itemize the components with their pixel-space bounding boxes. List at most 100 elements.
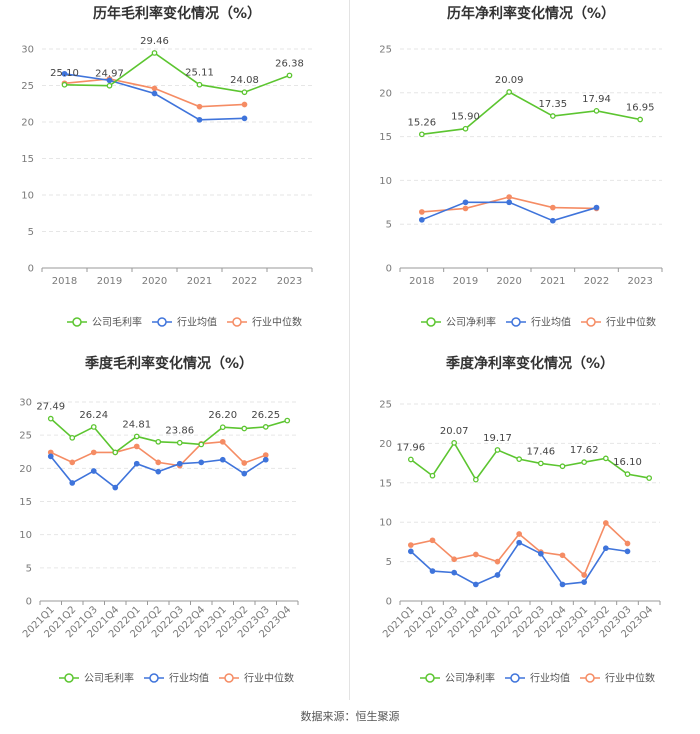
quarterly-gross-margin-chart: 季度毛利率变化情况（%）0510152025302021Q12021Q22021… bbox=[19, 355, 299, 685]
annual-gross-margin-chart: 历年毛利率变化情况（%） 0 5 10 15 20 25 30 2018 2019 2020 2021… bbox=[21, 5, 313, 329]
x-tick-label: 2023 bbox=[627, 276, 652, 287]
legend-marker-industry_median bbox=[232, 317, 242, 327]
data-point-company bbox=[418, 131, 425, 138]
data-label: 27.49 bbox=[36, 402, 65, 413]
y-tick-label: 10 bbox=[379, 518, 392, 529]
series-line-company bbox=[64, 51, 290, 94]
y-tick-label: 10 bbox=[19, 530, 32, 541]
data-source-note: 数据来源：恒生聚源 bbox=[300, 710, 400, 723]
data-point-company bbox=[284, 417, 291, 424]
legend-label-industry_avg: 行业均值 bbox=[169, 672, 209, 685]
series-line-company bbox=[410, 441, 650, 482]
data-label: 26.38 bbox=[275, 58, 304, 69]
data-point-company bbox=[69, 434, 76, 441]
legend-marker-industry_avg bbox=[157, 317, 167, 327]
data-point-company bbox=[47, 415, 54, 422]
data-point-company bbox=[602, 455, 609, 462]
chart-title: 历年毛利率变化情况（%） bbox=[93, 5, 261, 22]
y-tick-label: 10 bbox=[21, 191, 34, 202]
data-label: 25.10 bbox=[50, 68, 79, 79]
data-point-industry_median bbox=[418, 209, 425, 215]
legend-marker-industry_avg bbox=[149, 673, 159, 683]
data-point-company bbox=[516, 456, 523, 463]
data-label: 17.94 bbox=[582, 94, 611, 105]
data-label: 15.90 bbox=[451, 112, 480, 123]
data-point-industry_avg bbox=[624, 548, 631, 555]
data-point-company bbox=[90, 424, 97, 430]
legend-label-industry_median: 行业中位数 bbox=[244, 672, 294, 685]
data-point-industry_avg bbox=[112, 484, 119, 491]
y-tick-label: 25 bbox=[379, 45, 392, 56]
data-label: 19.17 bbox=[483, 433, 512, 444]
data-point-industry_median bbox=[624, 540, 631, 547]
data-point-company bbox=[219, 424, 226, 431]
data-point-industry_avg bbox=[196, 116, 203, 123]
legend-label-industry_median: 行业中位数 bbox=[606, 316, 656, 329]
data-point-company bbox=[61, 81, 68, 88]
y-tick-label: 15 bbox=[19, 497, 32, 508]
data-point-company bbox=[472, 476, 479, 483]
data-point-industry_median bbox=[494, 558, 501, 565]
data-point-industry_avg bbox=[537, 550, 544, 557]
data-point-company bbox=[494, 447, 501, 453]
data-point-company bbox=[407, 456, 414, 463]
data-point-industry_median bbox=[155, 459, 162, 466]
data-point-industry_avg bbox=[198, 459, 205, 466]
y-tick-label: 15 bbox=[379, 132, 392, 143]
data-point-company bbox=[549, 113, 556, 119]
y-tick-label: 15 bbox=[379, 478, 392, 489]
chart-panel-quarterly-gross-margin: 季度毛利率变化情况（%） 0 5 10 15 20 25 30 2021Q1 2021Q2 2021… bbox=[0, 350, 350, 695]
quarterly-net-margin-chart: 季度净利率变化情况（%）05101520252021Q12021Q22021Q3… bbox=[379, 355, 661, 685]
data-label: 24.97 bbox=[95, 69, 124, 80]
data-point-industry_median bbox=[549, 204, 556, 211]
y-tick-label: 5 bbox=[386, 557, 392, 568]
data-point-company bbox=[262, 424, 269, 430]
series-line-company bbox=[421, 91, 641, 136]
data-point-company bbox=[537, 460, 544, 467]
y-tick-label: 5 bbox=[28, 227, 34, 238]
data-point-industry_median bbox=[90, 449, 97, 456]
data-point-company bbox=[506, 89, 513, 95]
data-point-company bbox=[559, 463, 566, 470]
data-point-industry_avg bbox=[219, 456, 226, 463]
y-tick-label: 20 bbox=[21, 118, 34, 129]
x-tick-label: 2020 bbox=[496, 276, 521, 287]
data-label: 26.25 bbox=[251, 410, 280, 421]
data-point-industry_avg bbox=[506, 199, 513, 206]
data-point-industry_avg bbox=[418, 216, 425, 223]
panel-divider bbox=[349, 0, 350, 700]
data-point-company bbox=[196, 81, 203, 88]
x-tick-label: 2018 bbox=[409, 276, 434, 287]
data-point-industry_median bbox=[462, 205, 469, 212]
data-point-company bbox=[198, 441, 205, 448]
legend-marker-industry_median bbox=[586, 317, 596, 327]
data-point-industry_avg bbox=[241, 115, 248, 122]
y-tick-label: 20 bbox=[379, 439, 392, 450]
legend-marker-industry_avg bbox=[510, 673, 520, 683]
data-point-industry_median bbox=[407, 542, 414, 548]
data-point-industry_median bbox=[472, 551, 479, 558]
data-point-industry_median bbox=[429, 537, 436, 544]
x-tick-label: 2020 bbox=[142, 276, 167, 287]
data-label: 26.24 bbox=[79, 410, 108, 421]
data-point-industry_median bbox=[219, 438, 226, 445]
legend-marker-company bbox=[426, 317, 436, 327]
data-point-industry_avg bbox=[47, 453, 54, 460]
data-point-industry_avg bbox=[176, 460, 183, 467]
data-point-industry_avg bbox=[451, 569, 458, 576]
data-point-company bbox=[286, 72, 293, 79]
y-tick-label: 20 bbox=[19, 464, 32, 475]
data-point-industry_avg bbox=[407, 548, 414, 555]
data-point-industry_median bbox=[133, 443, 140, 450]
y-tick-label: 15 bbox=[21, 154, 34, 165]
series-line-industry_median bbox=[410, 521, 629, 577]
data-point-industry_median bbox=[451, 556, 458, 563]
data-point-company bbox=[112, 449, 119, 456]
data-point-company bbox=[646, 475, 653, 481]
legend-label-company: 公司毛利率 bbox=[92, 316, 142, 329]
y-tick-label: 0 bbox=[386, 264, 392, 275]
y-tick-label: 0 bbox=[28, 264, 34, 275]
data-point-industry_avg bbox=[581, 579, 588, 585]
data-point-company bbox=[462, 125, 469, 132]
data-point-company bbox=[176, 439, 183, 446]
